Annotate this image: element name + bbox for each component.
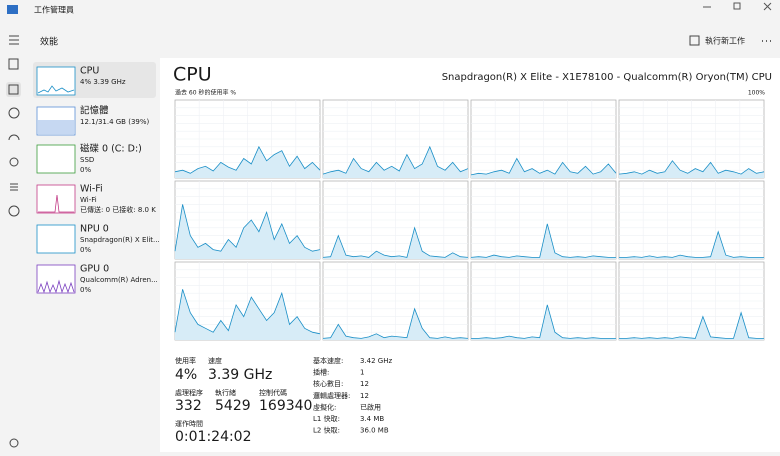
nav-users[interactable] [9,157,19,167]
stat-utilization: 4% [175,367,197,383]
stat-threads-label: 執行緒 [215,388,236,397]
core-line [471,304,616,339]
sidebar-name: Wi-Fi [80,184,103,195]
core-line [322,226,469,258]
sidebar-name: CPU [80,66,99,77]
sidebar-detail: 0% [80,246,91,254]
stat-processes: 332 [175,398,202,414]
maximize-button[interactable] [733,2,741,10]
cpu-model: Snapdragon(R) X Elite - X1E78100 - Qualc… [442,72,772,83]
core-area [323,227,468,259]
nav-settings[interactable] [9,438,19,448]
detail-label: 核心數目: [313,379,343,388]
core-line [174,145,321,174]
page-title: 效能 [40,36,58,48]
nav-processes[interactable] [8,58,19,70]
core-line [618,160,765,175]
sidebar-thumb-line [37,85,75,94]
nav-history[interactable] [8,107,20,119]
core-area [175,204,320,259]
detail-value: 36.0 MB [360,427,389,435]
nav-services[interactable] [8,205,20,217]
core-line [174,289,321,335]
stat-uptime: 0:01:24:02 [175,429,252,445]
close-button[interactable] [763,2,772,11]
core-line [174,204,321,252]
sidebar-thumb-line [37,279,75,294]
sidebar-name: 磁碟 0 (C: D:) [80,143,142,155]
sidebar-name: 記憶體 [80,105,109,117]
stat-threads: 5429 [215,398,251,414]
detail-label: 基本速度: [313,356,343,365]
menu-button[interactable] [9,35,19,45]
sidebar-name: NPU 0 [80,224,109,235]
sidebar-detail: Snapdragon(R) X Elit... [80,236,160,244]
sidebar-detail: 12.1/31.4 GB (39%) [80,118,149,126]
stat-handles: 169340 [259,398,312,414]
detail-label: L2 快取: [313,426,340,435]
core-line [322,145,469,175]
core-line [322,307,469,339]
detail-label: 插槽: [313,368,329,377]
core-line [619,230,764,258]
sidebar-detail: Wi-Fi [80,196,97,204]
nav-details[interactable] [10,183,18,191]
stat-uptime-label: 運作時間 [175,419,203,428]
detail-label: 邏輯處理器: [313,391,350,400]
sidebar-thumb [36,144,76,174]
stat-speed: 3.39 GHz [208,367,272,383]
core-area [619,160,764,178]
run-task-button[interactable]: 執行新工作 [705,36,745,46]
sidebar-detail: 0% [80,286,91,294]
core-area [323,146,468,178]
detail-value: 3.4 MB [360,415,384,423]
stat-handles-label: 控制代碼 [259,388,287,397]
sidebar-thumb-line [38,194,74,213]
core-line [470,223,616,258]
stat-processes-label: 處理程序 [175,388,203,397]
nav-performance[interactable] [8,84,19,95]
core-area [471,158,616,178]
stat-utilization-label: 使用率 [175,356,196,365]
detail-value: 3.42 GHz [360,357,392,365]
nav-startup[interactable] [8,134,20,141]
detail-value: 12 [360,392,369,400]
detail-value: 12 [360,380,369,388]
sidebar-detail: SSD [80,156,94,164]
sidebar-detail: 0% [80,166,91,174]
sidebar-thumb [36,184,76,214]
sidebar-name: GPU 0 [80,264,109,275]
sidebar-detail: Qualcomm(R) Adren... [80,276,158,284]
graph-caption: 過去 60 秒的使用率 % [175,89,236,97]
core-line [619,311,764,339]
detail-label: L1 快取: [313,414,340,423]
core-area [323,308,468,340]
run-task-icon[interactable] [689,35,700,46]
sidebar-thumb-fill [38,120,74,134]
detail-value: 1 [360,369,364,377]
sidebar-thumb [36,264,76,294]
detail-label: 虛擬化: [313,402,336,411]
app-icon [7,5,18,14]
core-line [470,157,617,176]
main-title: CPU [173,64,212,86]
nav-selected-bg [6,82,21,97]
detail-value: 已啟用 [360,402,381,411]
graph-max: 100% [748,90,765,97]
stat-speed-label: 速度 [208,356,222,365]
window-title: 工作管理員 [34,5,74,15]
sidebar-thumb [36,224,76,254]
sidebar-detail: 4% 3.39 GHz [80,78,126,86]
sidebar-detail: 已傳送: 0 已接收: 8.0 K [80,205,156,214]
